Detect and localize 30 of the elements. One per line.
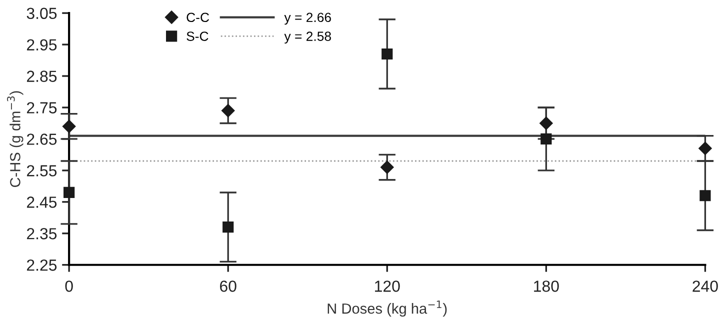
legend-label: S-C — [186, 32, 208, 41]
x-tick-label: 60 — [220, 280, 236, 292]
legend-label: y = 2.66 — [284, 12, 331, 25]
y-tick-label: 2.35 — [26, 228, 57, 240]
x-tick-label: 0 — [65, 280, 73, 292]
point — [222, 222, 234, 233]
y-tick-label: 3.05 — [26, 8, 57, 20]
point — [382, 48, 393, 60]
x-tick-label: 240 — [692, 280, 718, 292]
point — [64, 186, 75, 198]
x-tick-label: 120 — [375, 280, 400, 292]
legend-label: y = 2.58 — [284, 32, 331, 44]
point — [380, 160, 394, 174]
y-tick-label: 2.75 — [26, 102, 57, 114]
y-tick-label: 2.85 — [26, 70, 57, 82]
y-tick-label: 2.95 — [26, 39, 57, 50]
x-axis-title: N Doses (kg ha$^{−1}$) — [328, 300, 447, 317]
point — [540, 133, 552, 145]
point — [62, 120, 76, 133]
y-tick-label: 2.45 — [26, 196, 57, 208]
point — [222, 104, 235, 118]
point — [700, 190, 711, 202]
y-tick-label: 2.25 — [26, 260, 57, 271]
y-axis-title: C-HS (g dm$^{−3}$) — [7, 91, 24, 188]
y-tick-label: 2.65 — [26, 134, 57, 145]
legend-label: C-C — [186, 12, 210, 22]
x-tick-label: 180 — [534, 280, 559, 292]
point — [540, 116, 553, 130]
y-tick-label: 2.55 — [26, 165, 57, 176]
point — [698, 142, 712, 156]
